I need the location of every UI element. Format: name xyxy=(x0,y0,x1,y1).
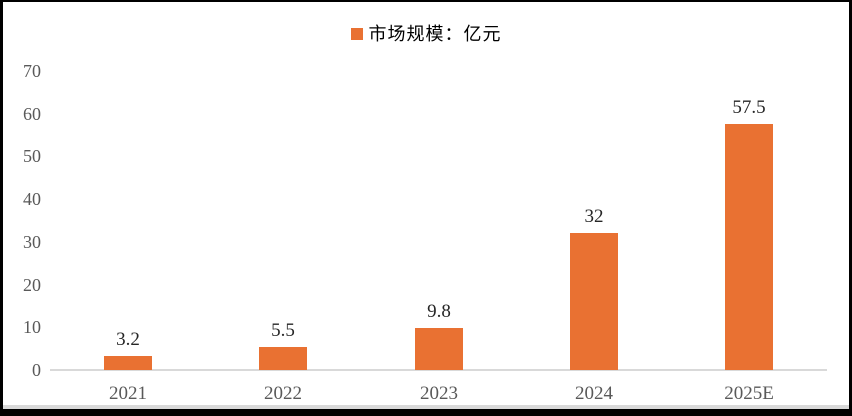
legend-label: 市场规模：亿元 xyxy=(368,24,502,44)
bottom-divider xyxy=(3,405,849,409)
x-axis-category-label: 2025E xyxy=(724,383,774,404)
y-axis-tick-label: 30 xyxy=(23,231,41,252)
x-axis-category-label: 2023 xyxy=(420,383,458,404)
bar-2025E xyxy=(725,124,773,370)
bar-2024 xyxy=(570,233,618,370)
y-axis-tick-label: 0 xyxy=(32,360,41,380)
bar-2023 xyxy=(415,328,463,370)
y-axis-tick-label: 20 xyxy=(23,274,41,295)
y-axis-tick-label: 70 xyxy=(23,61,41,81)
data-label: 57.5 xyxy=(732,97,766,118)
plot-area: 0 10 20 30 40 50 60 70 3.2 2021 5.5 2022 9.8 2023 32 20… xyxy=(3,2,849,405)
data-label: 9.8 xyxy=(427,301,451,322)
legend: 市场规模：亿元 xyxy=(3,25,849,43)
x-axis-category-label: 2021 xyxy=(109,383,147,404)
y-axis-tick-label: 50 xyxy=(23,146,41,167)
legend-swatch-icon xyxy=(350,28,363,40)
x-axis-line xyxy=(50,369,827,371)
chart-area: 市场规模：亿元 0 10 20 30 40 50 60 70 3.2 2021 5.5 2022 9.8… xyxy=(3,2,849,405)
x-axis-category-label: 2024 xyxy=(575,383,613,404)
bar-2022 xyxy=(259,347,307,370)
y-axis-tick-label: 60 xyxy=(23,103,41,124)
data-label: 32 xyxy=(584,206,604,227)
y-axis-tick-label: 10 xyxy=(23,317,41,338)
data-label: 5.5 xyxy=(271,320,295,341)
bar-2021 xyxy=(104,356,152,370)
data-label: 3.2 xyxy=(116,329,140,350)
x-axis-category-label: 2022 xyxy=(264,383,302,404)
y-axis-tick-label: 40 xyxy=(23,189,41,210)
